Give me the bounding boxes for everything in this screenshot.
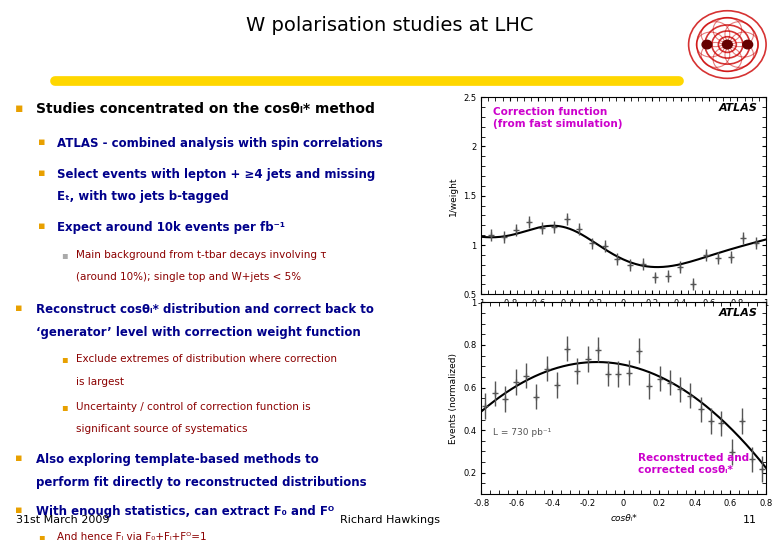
Text: 11: 11: [743, 515, 757, 525]
X-axis label: cosθₗ*: cosθₗ*: [610, 514, 637, 523]
Text: ▪: ▪: [15, 102, 23, 115]
Circle shape: [743, 40, 753, 49]
Text: Exclude extremes of distribution where correction: Exclude extremes of distribution where c…: [76, 354, 338, 364]
Circle shape: [722, 40, 732, 49]
Text: ATLAS: ATLAS: [718, 103, 757, 113]
Text: Richard Hawkings: Richard Hawkings: [340, 515, 440, 525]
Text: And hence Fₗ via F₀+Fₗ+Fᴼ=1: And hence Fₗ via F₀+Fₗ+Fᴼ=1: [56, 532, 206, 540]
Text: ▪: ▪: [61, 250, 68, 260]
Text: ▪: ▪: [61, 402, 68, 411]
Text: ATLAS: ATLAS: [718, 308, 757, 318]
Text: CERN: CERN: [27, 16, 54, 25]
Y-axis label: 1/weight: 1/weight: [448, 176, 458, 215]
Text: ▪: ▪: [38, 221, 45, 231]
Text: Expect around 10k events per fb⁻¹: Expect around 10k events per fb⁻¹: [56, 221, 285, 234]
Text: is largest: is largest: [76, 377, 125, 387]
Text: 31st March 2009: 31st March 2009: [16, 515, 109, 525]
Text: ATLAS - combined analysis with spin correlations: ATLAS - combined analysis with spin corr…: [56, 137, 382, 150]
Text: Also exploring template-based methods to: Also exploring template-based methods to: [36, 453, 318, 466]
Text: Reconstruct cosθₗ* distribution and correct back to: Reconstruct cosθₗ* distribution and corr…: [36, 303, 374, 316]
Text: Select events with lepton + ≥4 jets and missing: Select events with lepton + ≥4 jets and …: [56, 168, 374, 181]
X-axis label: cosθₗ*: cosθₗ*: [610, 314, 637, 323]
Text: Reconstructed and
corrected cosθₗ*: Reconstructed and corrected cosθₗ*: [638, 453, 749, 475]
Text: perform fit directly to reconstructed distributions: perform fit directly to reconstructed di…: [36, 476, 367, 489]
Text: With enough statistics, can extract F₀ and Fᴼ: With enough statistics, can extract F₀ a…: [36, 505, 334, 518]
Text: ▪: ▪: [38, 168, 45, 178]
Text: Eₜ, with two jets b-tagged: Eₜ, with two jets b-tagged: [56, 190, 229, 203]
Text: ▪: ▪: [38, 532, 44, 540]
Text: ▪: ▪: [15, 453, 23, 463]
Text: L = 730 pb⁻¹: L = 730 pb⁻¹: [493, 428, 551, 436]
Text: W polarisation studies at LHC: W polarisation studies at LHC: [246, 16, 534, 35]
Text: ▪: ▪: [38, 137, 45, 147]
Text: Main background from t-tbar decays involving τ: Main background from t-tbar decays invol…: [76, 250, 327, 260]
Text: Studies concentrated on the cosθₗ* method: Studies concentrated on the cosθₗ* metho…: [36, 102, 374, 116]
Y-axis label: Events (normalized): Events (normalized): [448, 353, 458, 444]
Circle shape: [702, 40, 712, 49]
Text: significant source of systematics: significant source of systematics: [76, 424, 248, 434]
Text: Uncertainty / control of correction function is: Uncertainty / control of correction func…: [76, 402, 311, 411]
Text: ▪: ▪: [61, 354, 68, 364]
Text: ‘generator’ level with correction weight function: ‘generator’ level with correction weight…: [36, 326, 360, 339]
Text: ▪: ▪: [15, 303, 23, 313]
Text: Correction function
(from fast simulation): Correction function (from fast simulatio…: [493, 107, 622, 129]
Text: ▪: ▪: [15, 505, 23, 515]
Text: (around 10%); single top and W+jets < 5%: (around 10%); single top and W+jets < 5%: [76, 272, 302, 282]
